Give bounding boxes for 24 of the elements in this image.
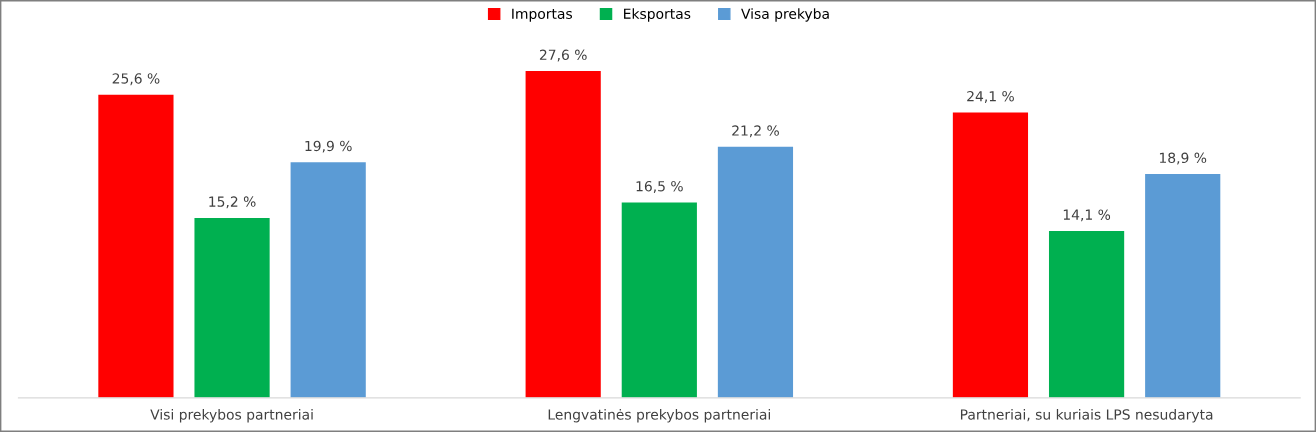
data-label: 21,2 % — [732, 125, 779, 138]
data-label: 24,1 % — [967, 90, 1014, 103]
legend-label: Visa prekyba — [741, 8, 829, 22]
data-label: 18,9 % — [1159, 152, 1207, 165]
bar — [290, 162, 366, 398]
legend-label: Eksportas — [624, 8, 691, 22]
data-label: 16,5 % — [636, 180, 683, 193]
data-label: 25,6 % — [112, 73, 160, 86]
bar — [194, 217, 270, 398]
x-tick-label: Partneriai, su kuriais LPS nesudaryta — [960, 408, 1213, 423]
data-label: 19,9 % — [305, 140, 352, 153]
data-label: 27,6 % — [539, 49, 587, 62]
data-label: 14,1 % — [1063, 209, 1111, 222]
bar — [98, 94, 174, 398]
bar — [1048, 230, 1125, 398]
data-label: 15,2 % — [209, 196, 256, 209]
bar — [717, 146, 794, 398]
legend-label: Importas — [512, 8, 573, 22]
x-tick-label: Visi prekybos partneriai — [150, 408, 313, 423]
bar — [621, 202, 697, 398]
bar — [525, 71, 601, 398]
bar — [1145, 174, 1221, 398]
bar — [952, 112, 1029, 398]
x-tick-label: Lengvatinės prekybos partneriai — [548, 408, 770, 423]
